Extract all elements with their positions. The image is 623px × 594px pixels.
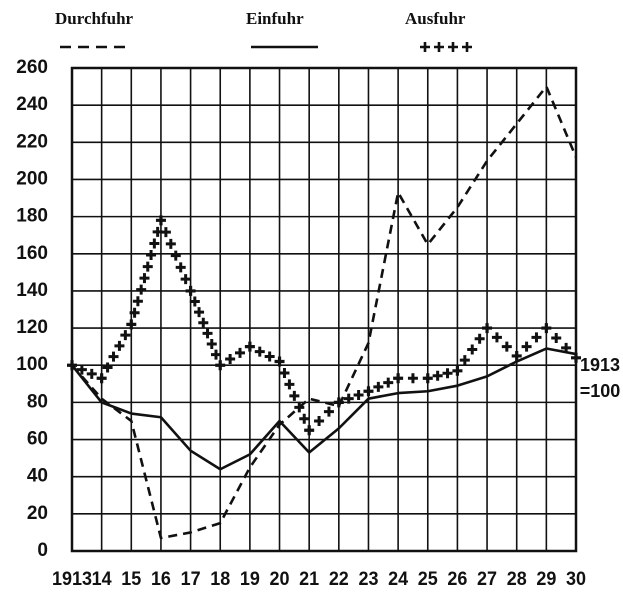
y-tick-label: 220 — [16, 131, 48, 152]
legend-label: Ausfuhr — [405, 9, 466, 28]
legend-swatch — [420, 42, 472, 52]
x-tick-label: 18 — [210, 569, 230, 590]
cross-marker — [511, 350, 522, 361]
x-tick-label: 26 — [447, 569, 467, 590]
cross-marker — [96, 373, 107, 384]
x-tick-label: 30 — [566, 569, 586, 590]
y-tick-label: 240 — [16, 94, 48, 115]
y-tick-label: 260 — [16, 57, 48, 78]
legend-label: Durchfuhr — [55, 9, 134, 28]
y-tick-label: 0 — [37, 540, 48, 561]
cross-marker — [126, 319, 137, 330]
x-tick-label: 21 — [299, 569, 319, 590]
y-tick-label: 40 — [27, 466, 48, 487]
legend-label: Einfuhr — [246, 9, 304, 28]
cross-marker — [185, 285, 196, 296]
x-tick-label: 16 — [151, 569, 171, 590]
x-tick-label: 15 — [121, 569, 141, 590]
x-tick-label: 14 — [92, 569, 112, 590]
cross-marker — [541, 323, 552, 334]
x-tick-label: 23 — [358, 569, 378, 590]
cross-marker — [363, 386, 374, 397]
y-tick-label: 200 — [16, 168, 48, 189]
x-tick-label: 19 — [240, 569, 260, 590]
cross-marker — [571, 352, 581, 363]
cross-marker — [304, 425, 315, 436]
x-tick-label: 25 — [418, 569, 438, 590]
x-tick-label: 1913 — [52, 569, 92, 590]
y-tick-label: 20 — [27, 503, 48, 524]
cross-marker — [215, 360, 226, 371]
cross-marker — [422, 373, 433, 384]
x-tick-label: 17 — [181, 569, 201, 590]
x-tick-label: 27 — [477, 569, 497, 590]
y-tick-label: 120 — [16, 317, 48, 338]
annotation: =100 — [580, 381, 621, 401]
cross-marker — [67, 360, 77, 371]
cross-marker — [333, 397, 344, 408]
cross-marker — [452, 365, 463, 376]
line-dashed — [71, 85, 578, 540]
y-tick-label: 100 — [16, 354, 48, 375]
x-tick-label: 20 — [270, 569, 290, 590]
cross-trail — [76, 226, 572, 426]
y-tick-label: 160 — [16, 243, 48, 264]
annotation: 1913 — [580, 355, 620, 375]
cross-marker — [393, 373, 404, 384]
plot-frame — [70, 66, 578, 553]
cross-marker — [482, 323, 493, 334]
cross-marker — [244, 341, 255, 352]
y-tick-label: 80 — [27, 391, 48, 412]
x-tick-label: 22 — [329, 569, 349, 590]
y-tick-label: 140 — [16, 280, 48, 301]
x-tick-label: 28 — [507, 569, 527, 590]
y-tick-label: 180 — [16, 206, 48, 227]
cross-marker — [274, 356, 285, 367]
line-solid — [70, 347, 577, 471]
x-tick-label: 29 — [536, 569, 556, 590]
x-tick-label: 24 — [388, 569, 408, 590]
cross-marker — [155, 215, 166, 226]
y-tick-label: 60 — [27, 429, 48, 450]
